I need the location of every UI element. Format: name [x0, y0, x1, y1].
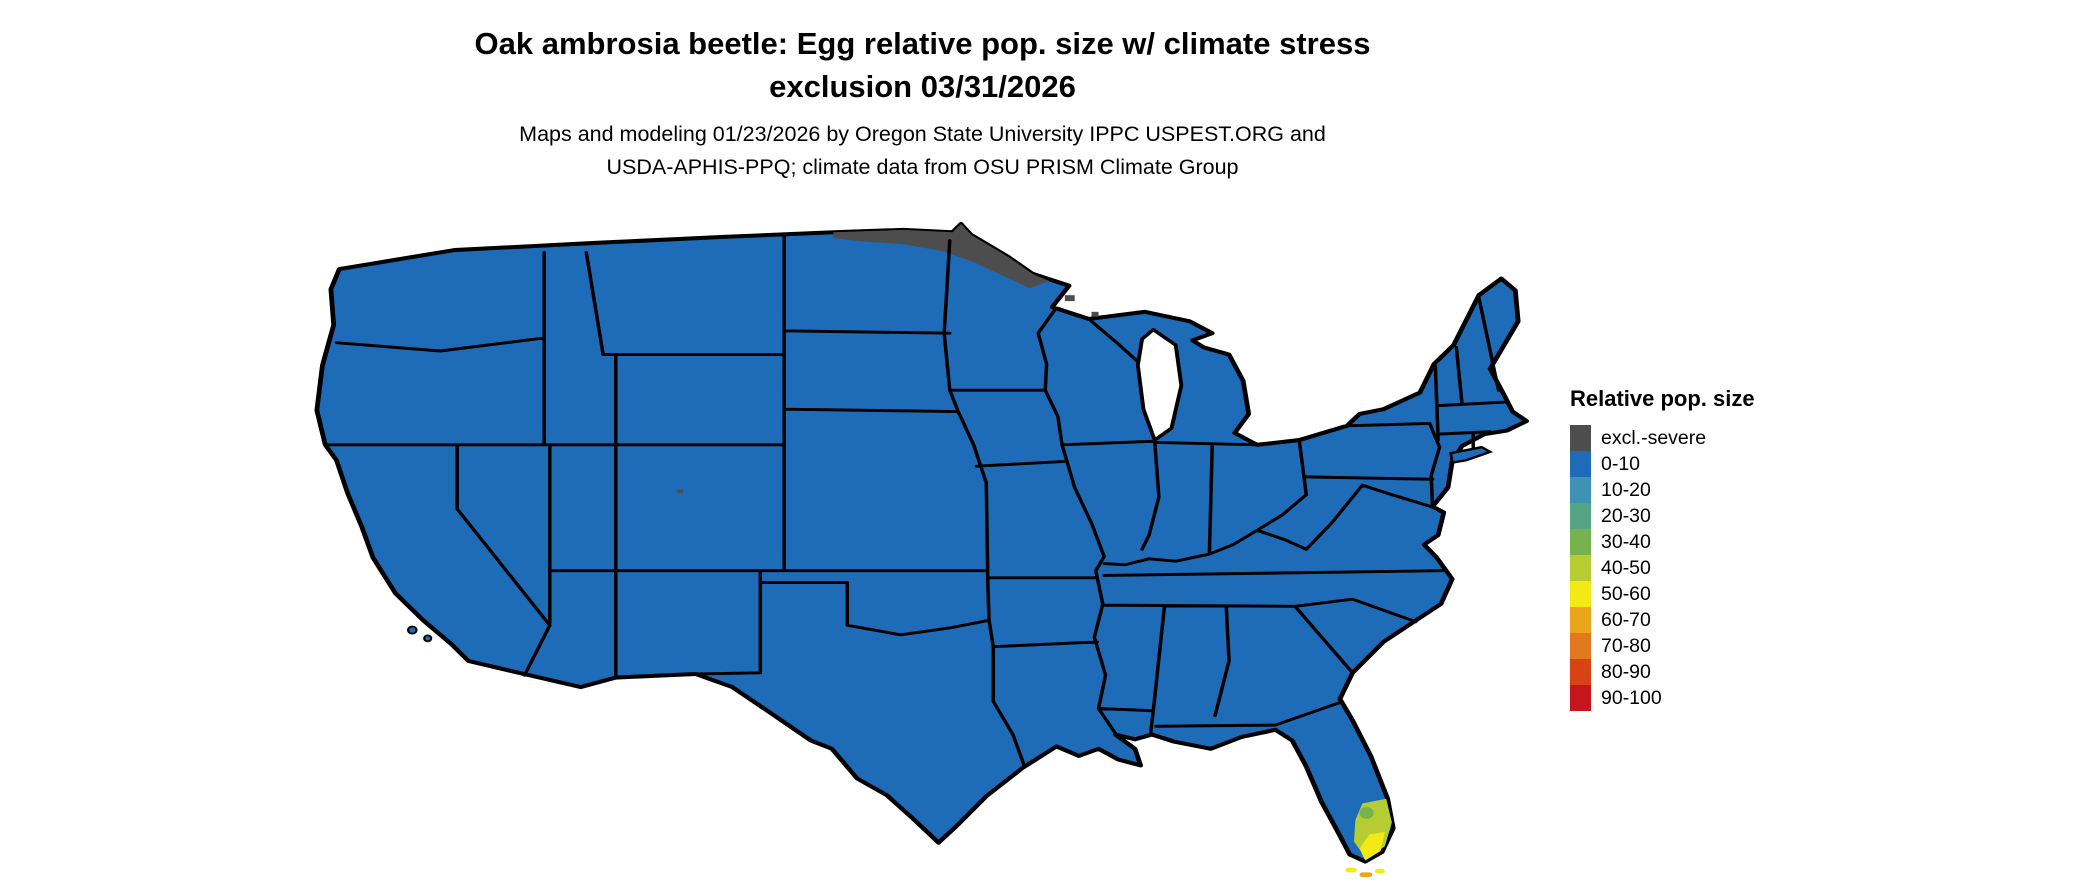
page-title-line2: exclusion 03/31/2026 — [769, 69, 1076, 105]
legend-label: 50-60 — [1601, 582, 1651, 605]
key-islet — [1359, 872, 1373, 878]
legend-row: 20-30 — [1570, 503, 1755, 529]
legend-row: 10-20 — [1570, 477, 1755, 503]
key-islet — [1345, 867, 1357, 873]
long-island — [1449, 445, 1494, 465]
florida-green-patch — [1359, 807, 1374, 819]
legend-row: 70-80 — [1570, 633, 1755, 659]
florida-tip-patch — [1359, 831, 1385, 861]
page-title-line1: Oak ambrosia beetle: Egg relative pop. s… — [474, 26, 1371, 61]
exclusion-region — [833, 223, 1050, 289]
legend: Relative pop. size excl.-severe 0-10 10-… — [1570, 386, 1755, 711]
page-subtitle: Maps and modeling 01/23/2026 by Oregon S… — [0, 118, 1845, 185]
legend-label: 70-80 — [1601, 634, 1651, 657]
key-islet — [1375, 868, 1385, 874]
florida-keys — [1345, 867, 1385, 878]
legend-swatch — [1570, 581, 1591, 607]
legend-row: excl.-severe — [1570, 425, 1755, 451]
page-subtitle-line2: USDA-APHIS-PPQ; climate data from OSU PR… — [606, 155, 1239, 180]
legend-swatch — [1570, 659, 1591, 685]
exclusion-speck — [1064, 295, 1075, 302]
legend-row: 90-100 — [1570, 685, 1755, 711]
legend-swatch — [1570, 529, 1591, 555]
legend-swatch — [1570, 425, 1591, 451]
legend-label: excl.-severe — [1601, 426, 1707, 449]
legend-swatch — [1570, 451, 1591, 477]
page-title: Oak ambrosia beetle: Egg relative pop. s… — [0, 22, 1845, 109]
legend-swatch — [1570, 503, 1591, 529]
legend-label: 0-10 — [1601, 452, 1641, 475]
exclusion-speck — [1091, 311, 1099, 317]
exclusion-speck — [677, 489, 684, 494]
legend-label: 90-100 — [1601, 686, 1662, 709]
legend-label: 10-20 — [1601, 478, 1651, 501]
legend-label: 80-90 — [1601, 660, 1651, 683]
legend-row: 50-60 — [1570, 581, 1755, 607]
legend-row: 80-90 — [1570, 659, 1755, 685]
legend-title: Relative pop. size — [1570, 386, 1755, 411]
legend-swatch — [1570, 685, 1591, 711]
legend-swatch — [1570, 633, 1591, 659]
legend-swatch — [1570, 555, 1591, 581]
legend-swatch — [1570, 607, 1591, 633]
islet — [423, 634, 433, 643]
us-map-svg — [314, 221, 1529, 878]
page-subtitle-line1: Maps and modeling 01/23/2026 by Oregon S… — [519, 122, 1326, 146]
us-map — [300, 218, 1535, 883]
legend-row: 30-40 — [1570, 529, 1755, 555]
legend-label: 60-70 — [1601, 608, 1651, 631]
channel-islands — [407, 625, 433, 643]
legend-label: 20-30 — [1601, 504, 1651, 527]
state-borders — [323, 234, 1508, 767]
islet — [407, 625, 418, 635]
legend-swatch — [1570, 477, 1591, 503]
legend-row: 0-10 — [1570, 451, 1755, 477]
legend-row: 60-70 — [1570, 607, 1755, 633]
legend-row: 40-50 — [1570, 555, 1755, 581]
legend-label: 30-40 — [1601, 530, 1651, 553]
conus-silhouette — [314, 221, 1529, 864]
legend-label: 40-50 — [1601, 556, 1651, 579]
